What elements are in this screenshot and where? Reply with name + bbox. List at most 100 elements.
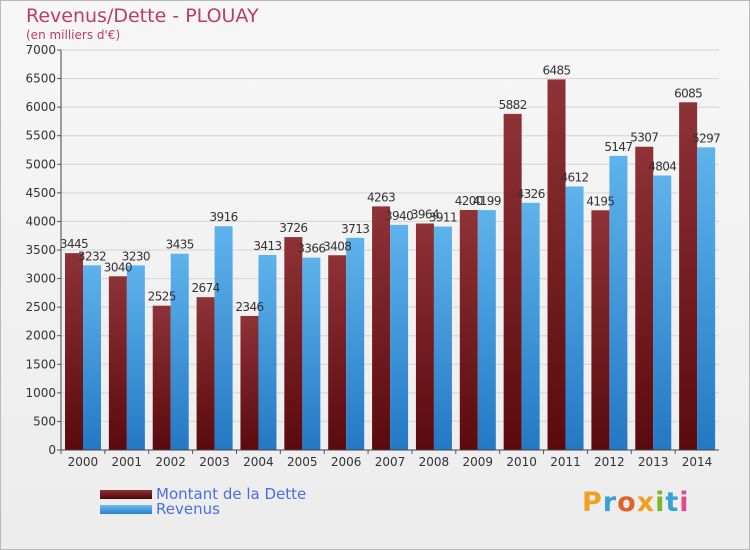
bar-dette <box>372 206 391 450</box>
y-tick-label: 0 <box>48 443 56 457</box>
data-label: 5147 <box>604 140 632 154</box>
y-tick-label: 1500 <box>25 357 56 371</box>
y-tick-label: 6000 <box>25 100 56 114</box>
y-tick-label: 3000 <box>25 272 56 286</box>
bar-revenus <box>126 265 145 450</box>
bar-revenus <box>390 224 409 450</box>
y-tick-label: 5500 <box>25 129 56 143</box>
y-tick-label: 1000 <box>25 386 56 400</box>
data-label: 4612 <box>560 170 588 184</box>
chart-title: Revenus/Dette - PLOUAY <box>26 5 259 27</box>
bar-dette <box>635 146 654 450</box>
x-tick-label: 2011 <box>550 455 581 469</box>
bar-revenus <box>697 147 716 451</box>
x-tick-label: 2014 <box>682 455 713 469</box>
data-label: 4200 <box>455 194 483 208</box>
proxiti-logo: Proxiti <box>582 487 690 518</box>
bar-dette <box>240 315 259 450</box>
logo-letter: P <box>582 487 603 518</box>
bar-revenus <box>346 237 365 450</box>
x-tick-label: 2008 <box>419 455 450 469</box>
logo-letter: x <box>636 487 656 518</box>
y-tick-label: 3500 <box>25 243 56 257</box>
bar-dette <box>152 305 171 450</box>
x-tick-label: 2000 <box>68 455 99 469</box>
y-tick-label: 6500 <box>25 72 56 86</box>
x-tick-label: 2003 <box>199 455 230 469</box>
x-tick-label: 2013 <box>638 455 669 469</box>
data-label: 3916 <box>210 210 238 224</box>
data-label: 5297 <box>692 131 720 145</box>
bar-dette <box>108 276 127 450</box>
bar-dette <box>328 255 347 450</box>
data-label: 4326 <box>517 187 545 201</box>
data-label: 4263 <box>367 190 395 204</box>
legend-label-revenus: Revenus <box>156 500 220 518</box>
x-tick-label: 2005 <box>287 455 318 469</box>
x-tick-label: 2010 <box>506 455 537 469</box>
logo-letter: o <box>617 487 637 518</box>
data-label: 3040 <box>104 260 132 274</box>
data-label: 3713 <box>341 222 369 236</box>
data-label: 3413 <box>253 239 281 253</box>
bar-dette <box>679 102 698 451</box>
data-label: 3435 <box>166 238 194 252</box>
data-label: 5882 <box>499 98 527 112</box>
bar-revenus <box>170 253 189 450</box>
bar-dette <box>65 253 83 450</box>
x-tick-label: 2009 <box>462 455 493 469</box>
bar-revenus <box>433 226 452 450</box>
y-tick-label: 7000 <box>25 43 56 57</box>
bar-dette <box>196 297 215 450</box>
bar-revenus <box>653 175 672 450</box>
bar-revenus <box>83 265 101 450</box>
y-tick-label: 5000 <box>25 157 56 171</box>
bar-revenus <box>609 155 628 450</box>
data-label: 2346 <box>235 300 263 314</box>
y-tick-label: 500 <box>33 414 56 428</box>
logo-letter: r <box>602 487 618 518</box>
bar-revenus <box>214 226 233 450</box>
data-label: 3911 <box>429 211 457 225</box>
bar-dette <box>459 210 478 450</box>
data-label: 3408 <box>323 239 351 253</box>
legend-swatch-dette <box>100 490 152 499</box>
bar-revenus <box>521 202 540 450</box>
bar-dette <box>591 210 610 450</box>
data-label: 3232 <box>78 249 106 263</box>
logo-letter: i <box>679 487 690 518</box>
x-tick-label: 2007 <box>375 455 406 469</box>
chart-subtitle: (en milliers d'€) <box>26 28 121 42</box>
bars <box>65 79 716 451</box>
data-label: 4195 <box>586 194 614 208</box>
axes: 0 500 1000 1500 2000 2500 3000 3500 4000 4500 5000… <box>25 43 719 469</box>
bar-revenus <box>258 254 277 450</box>
data-label: 3445 <box>60 237 88 251</box>
data-label: 4804 <box>648 159 676 173</box>
x-tick-label: 2002 <box>155 455 186 469</box>
data-label: 3940 <box>385 209 413 223</box>
y-tick-label: 2500 <box>25 300 56 314</box>
y-tick-label: 4500 <box>25 186 56 200</box>
legend-label-dette: Montant de la Dette <box>156 485 307 503</box>
data-label: 4199 <box>473 194 501 208</box>
x-tick-label: 2004 <box>243 455 274 469</box>
y-tick-label: 4000 <box>25 214 56 228</box>
x-tick-label: 2001 <box>112 455 143 469</box>
logo-letter: i <box>655 487 666 518</box>
logo-letter: t <box>665 487 680 518</box>
data-label: 2525 <box>148 290 176 304</box>
data-label: 2674 <box>192 281 220 295</box>
y-tick-label: 2000 <box>25 329 56 343</box>
bar-dette <box>415 223 434 450</box>
data-label: 3366 <box>297 242 325 256</box>
legend-swatch-revenus <box>100 505 152 514</box>
data-label: 6485 <box>542 63 570 77</box>
x-tick-label: 2006 <box>331 455 362 469</box>
bar-dette <box>284 237 303 450</box>
data-label: 3726 <box>279 221 307 235</box>
bar-revenus <box>565 186 584 450</box>
data-label: 3230 <box>122 249 150 263</box>
